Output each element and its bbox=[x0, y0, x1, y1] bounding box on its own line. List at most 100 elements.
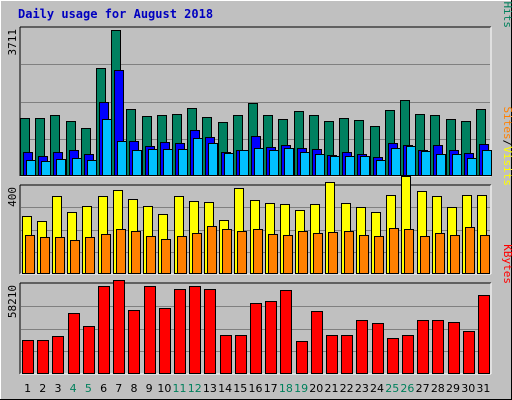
bar-kbytes-kbytes-day-4 bbox=[68, 313, 80, 374]
bar-hits-pages-day-27 bbox=[421, 151, 431, 176]
x-tick-day-14: 14 bbox=[218, 382, 232, 395]
bar-hits-pages-day-5 bbox=[87, 160, 97, 176]
bar-hits-pages-day-24 bbox=[376, 160, 386, 176]
bar-kbytes-kbytes-day-2 bbox=[37, 340, 49, 374]
x-tick-day-5: 5 bbox=[85, 382, 92, 395]
bar-kbytes-kbytes-day-27 bbox=[417, 320, 429, 374]
x-tick-day-30: 30 bbox=[461, 382, 475, 395]
bar-visits-sites-day-19 bbox=[298, 231, 308, 274]
bar-visits-sites-day-16 bbox=[253, 229, 263, 274]
bar-kbytes-kbytes-day-19 bbox=[296, 341, 308, 374]
panel-hits-legend: Pages/Files/Hits bbox=[501, 0, 512, 28]
panel-visits-legend: Sites/Visits bbox=[501, 107, 512, 187]
x-tick-day-11: 11 bbox=[173, 382, 187, 395]
bar-visits-sites-day-24 bbox=[374, 236, 384, 274]
bar-hits-pages-day-26 bbox=[406, 146, 416, 176]
bar-kbytes-kbytes-day-15 bbox=[235, 335, 247, 374]
bar-visits-sites-day-6 bbox=[101, 234, 111, 274]
bar-visits-sites-day-14 bbox=[222, 229, 232, 274]
bar-visits-sites-day-29 bbox=[450, 235, 460, 274]
bar-hits-pages-day-4 bbox=[72, 158, 82, 176]
x-tick-day-1: 1 bbox=[24, 382, 31, 395]
bar-hits-pages-day-21 bbox=[330, 156, 340, 176]
bar-visits-sites-day-10 bbox=[161, 239, 171, 274]
bar-visits-sites-day-8 bbox=[131, 231, 141, 274]
bar-kbytes-kbytes-day-14 bbox=[220, 335, 232, 374]
chart-panels: 3711Pages/Files/Hits400Sites/Visits58210… bbox=[6, 0, 512, 375]
bar-kbytes-kbytes-day-26 bbox=[402, 335, 414, 374]
bar-hits-pages-day-28 bbox=[436, 154, 446, 176]
x-tick-day-6: 6 bbox=[100, 382, 107, 395]
x-tick-day-28: 28 bbox=[431, 382, 445, 395]
bar-visits-sites-day-9 bbox=[146, 236, 156, 274]
x-tick-day-31: 31 bbox=[476, 382, 490, 395]
bar-kbytes-kbytes-day-11 bbox=[174, 289, 186, 374]
bar-kbytes-kbytes-day-6 bbox=[98, 286, 110, 374]
x-tick-day-7: 7 bbox=[115, 382, 122, 395]
bar-kbytes-kbytes-day-10 bbox=[159, 308, 171, 374]
x-tick-day-16: 16 bbox=[249, 382, 263, 395]
panel-hits: 3711 Pages/Files/Hits bbox=[6, 0, 512, 177]
bar-visits-sites-day-25 bbox=[389, 228, 399, 274]
x-tick-day-21: 21 bbox=[324, 382, 338, 395]
x-tick-day-26: 26 bbox=[400, 382, 414, 395]
bar-hits-pages-day-18 bbox=[284, 148, 294, 176]
bar-visits-sites-day-13 bbox=[207, 226, 217, 274]
x-tick-day-25: 25 bbox=[385, 382, 399, 395]
x-tick-day-23: 23 bbox=[355, 382, 369, 395]
bar-hits-pages-day-9 bbox=[148, 149, 158, 176]
bar-visits-sites-day-1 bbox=[25, 235, 35, 274]
bar-visits-sites-day-18 bbox=[283, 235, 293, 274]
bar-hits-pages-day-14 bbox=[224, 153, 234, 176]
panel-visits-ymax-label: 400 bbox=[6, 187, 19, 207]
bar-hits-pages-day-7 bbox=[117, 141, 127, 176]
x-tick-day-13: 13 bbox=[203, 382, 217, 395]
x-tick-day-18: 18 bbox=[279, 382, 293, 395]
bar-hits-pages-day-8 bbox=[132, 150, 142, 176]
bar-hits-pages-day-17 bbox=[269, 150, 279, 176]
x-tick-day-20: 20 bbox=[309, 382, 323, 395]
bar-kbytes-kbytes-day-16 bbox=[250, 303, 262, 374]
x-tick-day-12: 12 bbox=[188, 382, 202, 395]
bar-visits-sites-day-12 bbox=[192, 233, 202, 274]
x-tick-day-9: 9 bbox=[146, 382, 153, 395]
bar-kbytes-kbytes-day-1 bbox=[22, 340, 34, 374]
bar-hits-pages-day-31 bbox=[482, 150, 492, 176]
bar-kbytes-kbytes-day-29 bbox=[448, 322, 460, 374]
x-tick-day-3: 3 bbox=[54, 382, 61, 395]
legend-entry: / bbox=[501, 140, 512, 147]
bar-hits-pages-day-2 bbox=[41, 161, 51, 176]
legend-entry: / bbox=[501, 0, 512, 2]
x-tick-day-24: 24 bbox=[370, 382, 384, 395]
bar-kbytes-kbytes-day-31 bbox=[478, 295, 490, 374]
bar-hits-pages-day-25 bbox=[391, 148, 401, 176]
legend-entry: Hits bbox=[501, 2, 512, 29]
bar-visits-sites-day-21 bbox=[328, 232, 338, 274]
x-tick-day-19: 19 bbox=[294, 382, 308, 395]
bar-hits-pages-day-1 bbox=[26, 160, 36, 176]
legend-entry: Sites bbox=[501, 107, 512, 140]
bar-hits-pages-day-29 bbox=[452, 154, 462, 176]
bar-visits-sites-day-2 bbox=[40, 237, 50, 274]
bar-hits-pages-day-11 bbox=[178, 149, 188, 176]
x-tick-day-8: 8 bbox=[130, 382, 137, 395]
bar-visits-sites-day-30 bbox=[465, 227, 475, 274]
panel-kbytes: 58210 KBytes bbox=[6, 244, 512, 375]
x-tick-day-29: 29 bbox=[446, 382, 460, 395]
bar-kbytes-kbytes-day-22 bbox=[341, 335, 353, 374]
bar-kbytes-kbytes-day-9 bbox=[144, 286, 156, 374]
bar-visits-sites-day-15 bbox=[237, 231, 247, 274]
bar-visits-sites-day-22 bbox=[344, 231, 354, 274]
bar-hits-pages-day-10 bbox=[163, 149, 173, 176]
x-tick-day-15: 15 bbox=[233, 382, 247, 395]
bar-kbytes-kbytes-day-20 bbox=[311, 311, 323, 374]
bar-hits-pages-day-30 bbox=[467, 158, 477, 176]
bar-kbytes-kbytes-day-21 bbox=[326, 335, 338, 374]
bar-hits-pages-day-16 bbox=[254, 148, 264, 176]
legend-entry: Visits bbox=[501, 146, 512, 186]
panel-visits: 400 Sites/Visits bbox=[6, 107, 512, 275]
bar-hits-pages-day-12 bbox=[193, 138, 203, 176]
x-tick-day-27: 27 bbox=[416, 382, 430, 395]
legend-entry: KBytes bbox=[501, 244, 512, 284]
